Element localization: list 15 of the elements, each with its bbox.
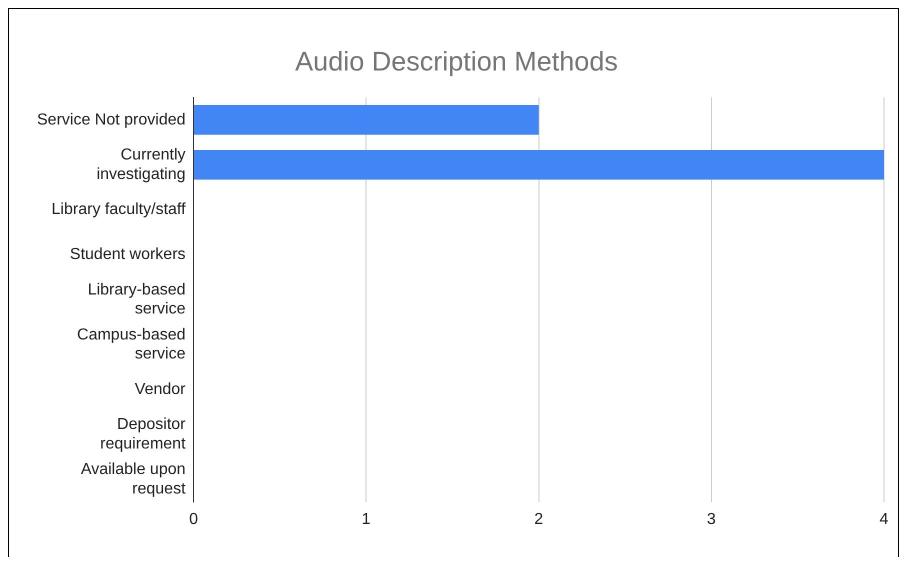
y-tick-label: Student workers — [70, 246, 186, 264]
y-tick-label: Library faculty/staff — [52, 201, 186, 218]
x-tick-label: 0 — [189, 510, 198, 528]
y-tick-label: Campus-based service — [77, 326, 186, 363]
y-tick-label: Service Not provided — [37, 111, 186, 128]
y-tick-label: Available upon request — [80, 461, 186, 498]
y-tick-label: Currently investigating — [96, 146, 186, 183]
y-tick-label: Depositor requirement — [100, 416, 186, 452]
x-tick-label: 3 — [706, 510, 716, 528]
chart-title: Audio Description Methods — [295, 46, 618, 77]
y-tick-label: Vendor — [134, 380, 186, 398]
y-tick-label: Library-based service — [88, 281, 186, 318]
x-tick-label: 1 — [362, 510, 371, 528]
x-tick-label: 2 — [534, 510, 544, 528]
x-tick-label: 4 — [880, 510, 889, 528]
